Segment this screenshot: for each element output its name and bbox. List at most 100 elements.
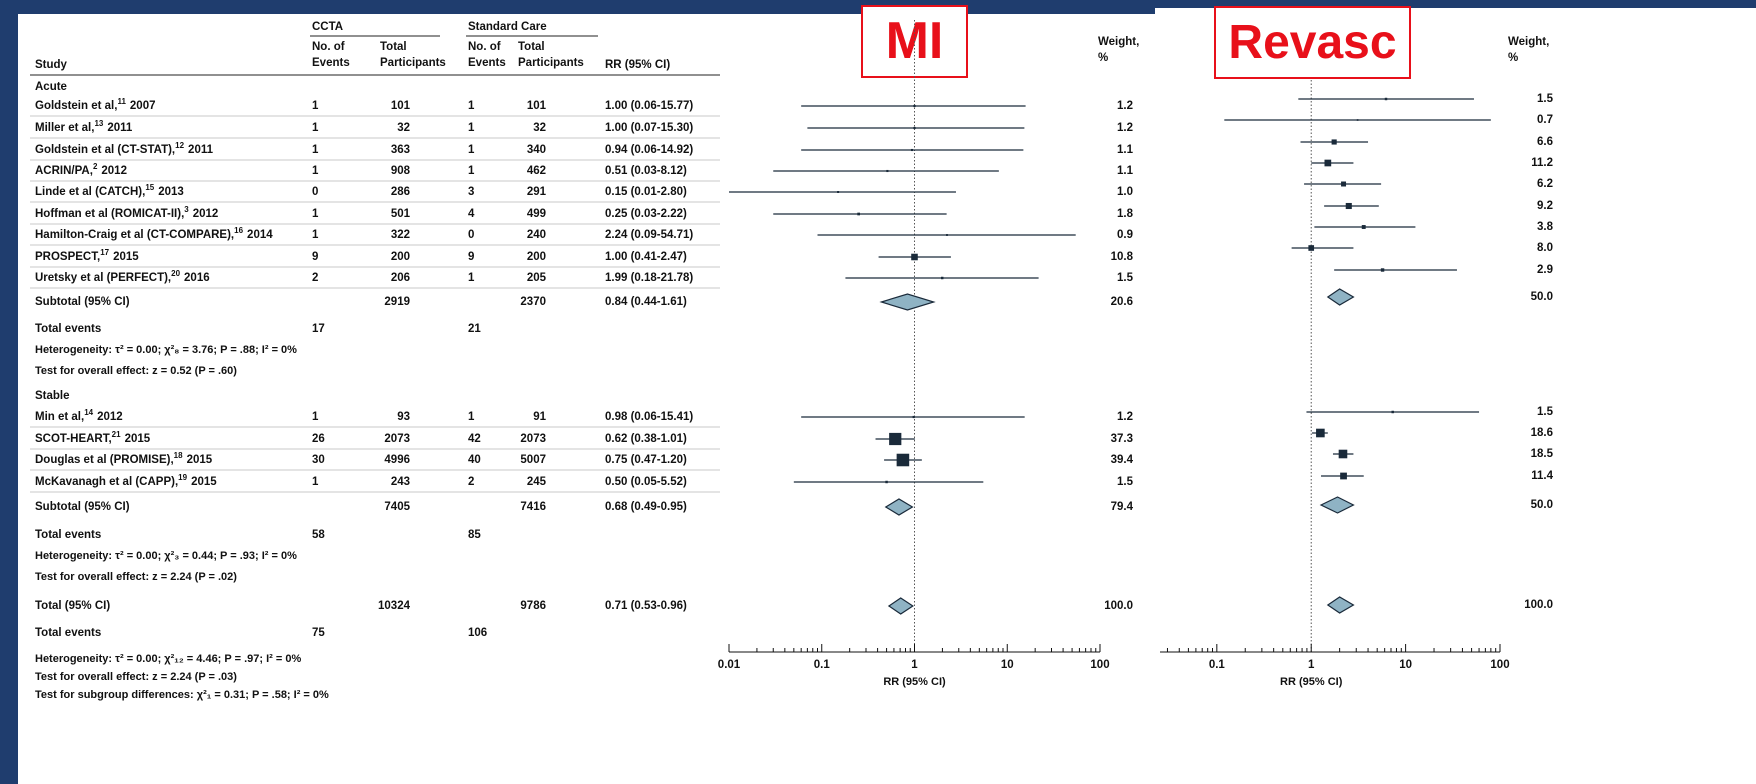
column-header: No. of xyxy=(312,41,345,53)
reference: 20 xyxy=(171,269,180,278)
weight: 1.8 xyxy=(1117,208,1134,220)
weight: 6.6 xyxy=(1537,136,1553,148)
study-name: Min et al,14 2012 xyxy=(35,408,123,423)
x-tick-label: 0.1 xyxy=(1209,659,1226,671)
ccta-total: 206 xyxy=(391,272,410,284)
study: Uretsky et al (PERFECT), xyxy=(35,272,171,284)
sc-total: 240 xyxy=(527,229,546,241)
total-events-label: Total events xyxy=(35,529,101,541)
ccta-events: 1 xyxy=(312,208,319,220)
weight: 1.5 xyxy=(1117,272,1134,284)
pooled-diamond xyxy=(879,293,936,311)
sc-total: 340 xyxy=(527,144,546,156)
point-estimate xyxy=(1308,245,1315,251)
ccta-events: 1 xyxy=(312,122,319,134)
total-events-label: Total events xyxy=(35,323,101,335)
panel-title: Revasc xyxy=(1228,16,1396,69)
sc-total: 291 xyxy=(527,186,547,198)
column-header: RR (95% CI) xyxy=(605,59,670,71)
study-name: ACRIN/PA,2 2012 xyxy=(35,162,127,177)
ccta-events: 1 xyxy=(312,144,319,156)
pooled-diamond xyxy=(1319,496,1355,514)
sc-total: 2370 xyxy=(520,296,546,308)
overall-effect: Test for overall effect: z = 2.24 (P = .… xyxy=(35,571,237,583)
year: 2016 xyxy=(184,272,210,284)
weight: 50.0 xyxy=(1531,291,1553,303)
sc-total: 91 xyxy=(533,411,546,423)
rr-ci: 0.62 (0.38-1.01) xyxy=(605,433,687,445)
point-estimate xyxy=(910,148,914,152)
weight: 6.2 xyxy=(1537,178,1553,190)
study: Douglas et al (PROMISE), xyxy=(35,454,174,466)
ccta-total: 10324 xyxy=(378,600,411,612)
weight-header: Weight, xyxy=(1098,36,1139,48)
rr-ci: 0.68 (0.49-0.95) xyxy=(605,501,687,513)
rr-ci: 0.94 (0.06-14.92) xyxy=(605,144,693,156)
sc-total: 200 xyxy=(527,251,546,263)
point-estimate xyxy=(1331,139,1337,145)
rr-ci: 2.24 (0.09-54.71) xyxy=(605,229,693,241)
ccta-total: 2919 xyxy=(384,296,410,308)
point-estimate xyxy=(940,276,944,280)
footer-note: Test for subgroup differences: χ²₁ = 0.3… xyxy=(35,689,329,701)
study: Goldstein et al, xyxy=(35,100,117,112)
weight: 2.9 xyxy=(1537,264,1553,276)
column-header: Events xyxy=(312,57,350,69)
weight: 39.4 xyxy=(1111,454,1134,466)
point-estimate xyxy=(1391,410,1394,414)
total-events-label: Total events xyxy=(35,627,101,639)
sc-total: 245 xyxy=(527,476,547,488)
year: 2015 xyxy=(125,433,151,445)
sc-events: 4 xyxy=(468,208,475,220)
weight: 1.5 xyxy=(1537,93,1554,105)
x-tick-label: 1 xyxy=(911,659,918,671)
x-axis-label: RR (95% CI) xyxy=(883,676,946,688)
rr-ci: 0.25 (0.03-2.22) xyxy=(605,208,687,220)
point-estimate xyxy=(912,415,915,419)
pooled-diamond xyxy=(887,597,914,615)
ccta-events: 0 xyxy=(312,186,318,198)
rr-ci: 0.50 (0.05-5.52) xyxy=(605,476,687,488)
weight: 1.2 xyxy=(1117,411,1133,423)
rr-ci: 0.75 (0.47-1.20) xyxy=(605,454,687,466)
point-estimate xyxy=(857,212,861,216)
sc-events: 106 xyxy=(468,627,487,639)
rr-ci: 0.84 (0.44-1.61) xyxy=(605,296,687,308)
ccta-events: 58 xyxy=(312,529,325,541)
point-estimate xyxy=(1356,119,1359,121)
column-header: Participants xyxy=(518,57,584,69)
sc-events: 1 xyxy=(468,165,475,177)
reference: 13 xyxy=(94,119,103,128)
sc-total: 499 xyxy=(527,208,546,220)
x-tick-label: 0.1 xyxy=(814,659,831,671)
reference: 2 xyxy=(93,162,98,171)
sc-events: 1 xyxy=(468,122,475,134)
section-name: Acute xyxy=(35,81,67,93)
ccta-total: 200 xyxy=(391,251,410,263)
year: 2015 xyxy=(113,251,139,263)
rr-ci: 1.99 (0.18-21.78) xyxy=(605,272,693,284)
study: Miller et al, xyxy=(35,122,94,134)
study-name: SCOT-HEART,21 2015 xyxy=(35,430,151,445)
weight: 0.7 xyxy=(1537,114,1553,126)
study: SCOT-HEART, xyxy=(35,433,112,445)
ccta-total: 322 xyxy=(391,229,410,241)
year: 2015 xyxy=(191,476,217,488)
weight: 0.9 xyxy=(1117,229,1133,241)
study: Hamilton-Craig et al (CT-COMPARE), xyxy=(35,229,234,241)
column-header: Participants xyxy=(380,57,446,69)
sc-events: 1 xyxy=(468,272,475,284)
point-estimate xyxy=(896,453,910,467)
ccta-total: 7405 xyxy=(384,501,410,513)
point-estimate xyxy=(1340,472,1347,480)
rr-ci: 0.15 (0.01-2.80) xyxy=(605,186,687,198)
year: 2015 xyxy=(187,454,213,466)
study-name: PROSPECT,17 2015 xyxy=(35,248,139,263)
rr-ci: 1.00 (0.07-15.30) xyxy=(605,122,693,134)
weight: 1.1 xyxy=(1117,165,1134,177)
sc-total: 2073 xyxy=(520,433,546,445)
weight-header: % xyxy=(1508,52,1518,64)
ccta-total: 101 xyxy=(391,100,411,112)
column-header: Total xyxy=(518,41,545,53)
sc-events: 85 xyxy=(468,529,481,541)
